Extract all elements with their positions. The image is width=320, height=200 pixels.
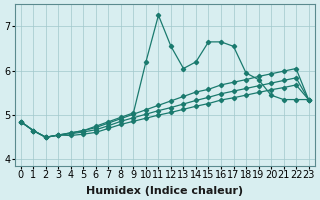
X-axis label: Humidex (Indice chaleur): Humidex (Indice chaleur) [86,186,243,196]
